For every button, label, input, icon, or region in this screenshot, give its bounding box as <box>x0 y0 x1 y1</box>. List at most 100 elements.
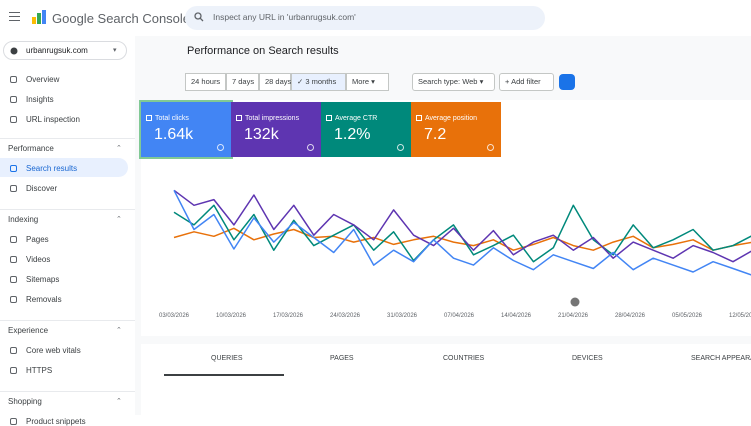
metric-total: 1.64k <box>154 126 194 143</box>
property-selector[interactable] <box>3 41 127 60</box>
tabs <box>141 344 751 415</box>
nav-item[interactable]: HTTPS <box>26 366 53 375</box>
menu-button[interactable] <box>9 12 20 21</box>
nav-section: Experience <box>8 326 49 335</box>
checkbox <box>416 115 422 121</box>
nav-icon <box>10 185 17 192</box>
tab[interactable]: COUNTRIES <box>443 355 485 362</box>
nav-icon <box>10 276 17 283</box>
checkbox <box>146 115 152 121</box>
nav-item[interactable]: Pages <box>26 235 49 244</box>
metric-card[interactable]: Total clicks 1.64k <box>139 100 233 159</box>
separator <box>0 138 135 139</box>
metric-label: Average position <box>425 115 478 122</box>
nav-icon <box>10 116 17 123</box>
search-placeholder: Inspect any URL in 'urbanrugsuk.com' <box>213 12 356 22</box>
x-tick-label: 10/03/2026 <box>216 313 247 319</box>
metric-card[interactable]: Average position 7.2 <box>411 102 501 157</box>
url-search[interactable] <box>185 6 545 30</box>
nav-icon <box>10 296 17 303</box>
series-line <box>173 204 751 263</box>
help-icon <box>307 144 314 151</box>
help-icon <box>217 144 224 151</box>
date-filter[interactable]: 24 hours <box>185 73 226 91</box>
tab[interactable]: DEVICES <box>572 355 603 362</box>
help-icon <box>397 144 404 151</box>
date-filter[interactable]: 28 days <box>259 73 291 91</box>
nav-icon <box>10 418 17 425</box>
collapse-caret[interactable]: ⌃ <box>116 145 122 152</box>
tab[interactable]: SEARCH APPEARANCE <box>691 355 751 362</box>
nav-section: Shopping <box>8 397 42 406</box>
nav-item[interactable]: Core web vitals <box>26 346 81 355</box>
x-tick-label: 31/03/2026 <box>387 313 418 319</box>
nav-item[interactable]: Sitemaps <box>26 275 60 284</box>
metric-total: 132k <box>244 126 279 143</box>
search-icon <box>194 12 204 22</box>
nav-item[interactable]: Search results <box>26 164 78 173</box>
logo <box>32 10 46 24</box>
tab[interactable]: PAGES <box>330 355 354 362</box>
product-name: Google Search Console <box>52 11 191 26</box>
nav-icon <box>10 347 17 354</box>
series-line <box>173 189 751 263</box>
nav-item[interactable]: Overview <box>26 75 60 84</box>
separator <box>0 209 135 210</box>
series-line <box>173 189 751 276</box>
nav-section: Indexing <box>8 215 39 224</box>
nav-item[interactable]: Removals <box>26 295 62 304</box>
x-tick-label: 14/04/2026 <box>501 313 532 319</box>
active-nav <box>0 158 128 177</box>
checkbox <box>236 115 242 121</box>
x-tick-label: 24/03/2026 <box>330 313 361 319</box>
collapse-caret[interactable]: ⌃ <box>116 327 122 334</box>
collapse-caret[interactable]: ⌃ <box>116 398 122 405</box>
nav-icon <box>10 96 17 103</box>
nav-item[interactable]: Product snippets <box>26 417 86 426</box>
help-icon <box>487 144 494 151</box>
separator <box>0 320 135 321</box>
nav-item[interactable]: Insights <box>26 95 54 104</box>
page-title: Performance on Search results <box>187 45 339 57</box>
dropdown-caret: ▾ <box>113 47 117 54</box>
nav-section: Performance <box>8 144 54 153</box>
metric-card[interactable]: Average CTR 1.2% <box>321 102 411 157</box>
add-filter[interactable]: + Add filter <box>499 73 554 91</box>
x-tick-label: 17/03/2026 <box>273 313 304 319</box>
x-tick-label: 28/04/2026 <box>615 313 646 319</box>
date-filter[interactable]: More ▾ <box>346 73 389 91</box>
property-icon <box>10 47 18 55</box>
metric-card[interactable]: Total impressions 132k <box>231 102 321 157</box>
nav-icon <box>10 76 17 83</box>
x-tick-label: 03/03/2026 <box>159 313 190 319</box>
chart: 03/03/2026 10/03/2026 17/03/2026 24/03/2026… <box>159 189 751 319</box>
search-type-filter[interactable]: Search type: Web ▾ <box>412 73 495 91</box>
metric-label: Total impressions <box>245 115 300 122</box>
sidebar <box>0 36 135 415</box>
nav-item[interactable]: Videos <box>26 255 51 264</box>
x-tick-label: 12/05/2026 <box>729 313 751 319</box>
metric-total: 1.2% <box>334 126 371 143</box>
date-filter[interactable]: 7 days <box>226 73 259 91</box>
date-filter[interactable]: ✓ 3 months <box>291 73 346 91</box>
nav-icon <box>10 367 17 374</box>
metric-label: Total clicks <box>155 115 189 122</box>
nav-item[interactable]: URL inspection <box>26 115 80 124</box>
property-name: urbanrugsuk.com <box>26 46 88 55</box>
metric-total: 7.2 <box>424 126 447 143</box>
top-bar: Google Search Console Inspect any URL in… <box>0 0 751 36</box>
checkbox <box>326 115 332 121</box>
metric-label: Average CTR <box>335 115 378 122</box>
nav-icon <box>10 236 17 243</box>
filter-icon-button[interactable] <box>559 74 575 90</box>
nav-item[interactable]: Discover <box>26 184 58 193</box>
annotation-marker[interactable] <box>570 297 580 307</box>
tab-underline <box>164 374 284 376</box>
collapse-caret[interactable]: ⌃ <box>116 216 122 223</box>
tab[interactable]: QUERIES <box>211 355 243 362</box>
x-tick-label: 07/04/2026 <box>444 313 475 319</box>
nav-icon <box>10 165 17 172</box>
separator <box>0 391 135 392</box>
nav-icon <box>10 256 17 263</box>
